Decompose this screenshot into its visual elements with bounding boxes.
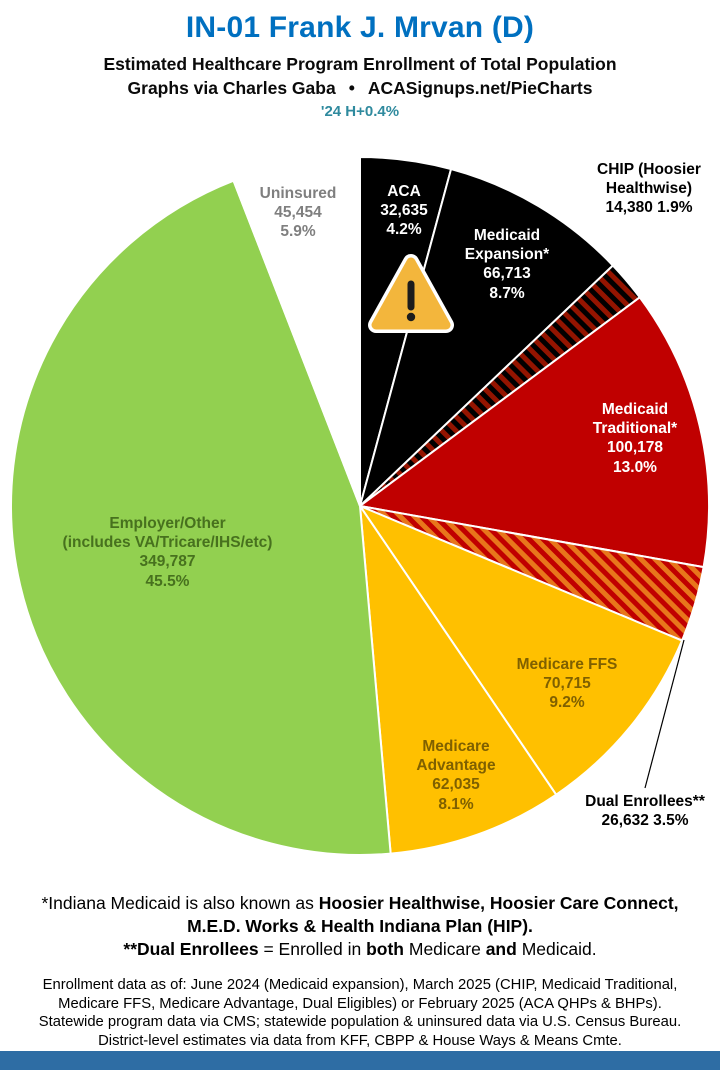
pie-slice-medicare-advantage (359, 505, 558, 855)
pie-slice-uninsured (232, 156, 361, 507)
bullet-separator: • (348, 78, 355, 98)
slice-label-dual-enrollees: Dual Enrollees** 26,632 3.5% (585, 793, 705, 830)
footnotes: *Indiana Medicaid is also known as Hoosi… (0, 892, 720, 961)
pie-slice-medicaid-expansion (359, 168, 614, 507)
slice-label-medicare-advantage: Medicare Advantage 62,035 8.1% (416, 738, 496, 813)
pie-slice-medicaid-traditional (359, 296, 710, 569)
data-note-line: Statewide program data via CMS; statewid… (38, 1014, 682, 1030)
bottom-bar (0, 1051, 720, 1070)
subtitle: Estimated Healthcare Program Enrollment … (103, 54, 617, 74)
footnote-line: *Indiana Medicaid is also known as Hoosi… (41, 893, 679, 913)
slice-label-medicaid-expansion: Medicaid Expansion* 66,713 8.7% (464, 227, 550, 302)
slice-label-chip: CHIP (Hoosier Healthwise) 14,380 1.9% (597, 161, 701, 217)
warning-icon (368, 254, 454, 333)
data-note-line: District-level estimates via data from K… (98, 1032, 622, 1049)
slice-label-uninsured: Uninsured 45,454 5.9% (259, 185, 337, 241)
pie-slice-medicare-ffs (359, 505, 684, 796)
credit-site: ACASignups.net/PieCharts (367, 78, 593, 98)
slice-label-aca: ACA 32,635 4.2% (380, 183, 428, 239)
pie-chart-svg (10, 156, 710, 856)
header: IN-01 Frank J. Mrvan (D) Estimated Healt… (0, 0, 720, 120)
pie-chart: ACA 32,635 4.2% Medicaid Expansion* 66,713 8.7… (0, 148, 720, 860)
slice-label-medicare-ffs: Medicare FFS 70,715 9.2% (516, 656, 618, 712)
data-note: Enrollment data as of: June 2024 (Medica… (0, 976, 720, 1050)
slice-label-medicaid-traditional: Medicaid Traditional* 100,178 13.0% (592, 401, 678, 476)
footnote-line: **Dual Enrollees = Enrolled in both Medi… (123, 939, 597, 960)
data-note-line: Enrollment data as of: June 2024 (Medica… (42, 977, 678, 993)
slice-label-employer-other: Employer/Other (includes VA/Tricare/IHS/e… (62, 515, 273, 590)
credit-line: Graphs via Charles Gaba • ACASignups.net/P… (0, 78, 720, 99)
data-note-line: Medicare FFS, Medicare Advantage, Dual E… (58, 995, 662, 1012)
page-title: IN-01 Frank J. Mrvan (D) (185, 11, 535, 44)
trend-label: '24 H+0.4% (320, 103, 400, 120)
pie-slice-employer-other (10, 179, 392, 856)
dual-enrollees-leader-line (644, 639, 685, 789)
footnote-line: M.E.D. Works & Health Indiana Plan (HIP)… (187, 916, 533, 937)
credit-prefix: Graphs via Charles Gaba (127, 78, 336, 98)
